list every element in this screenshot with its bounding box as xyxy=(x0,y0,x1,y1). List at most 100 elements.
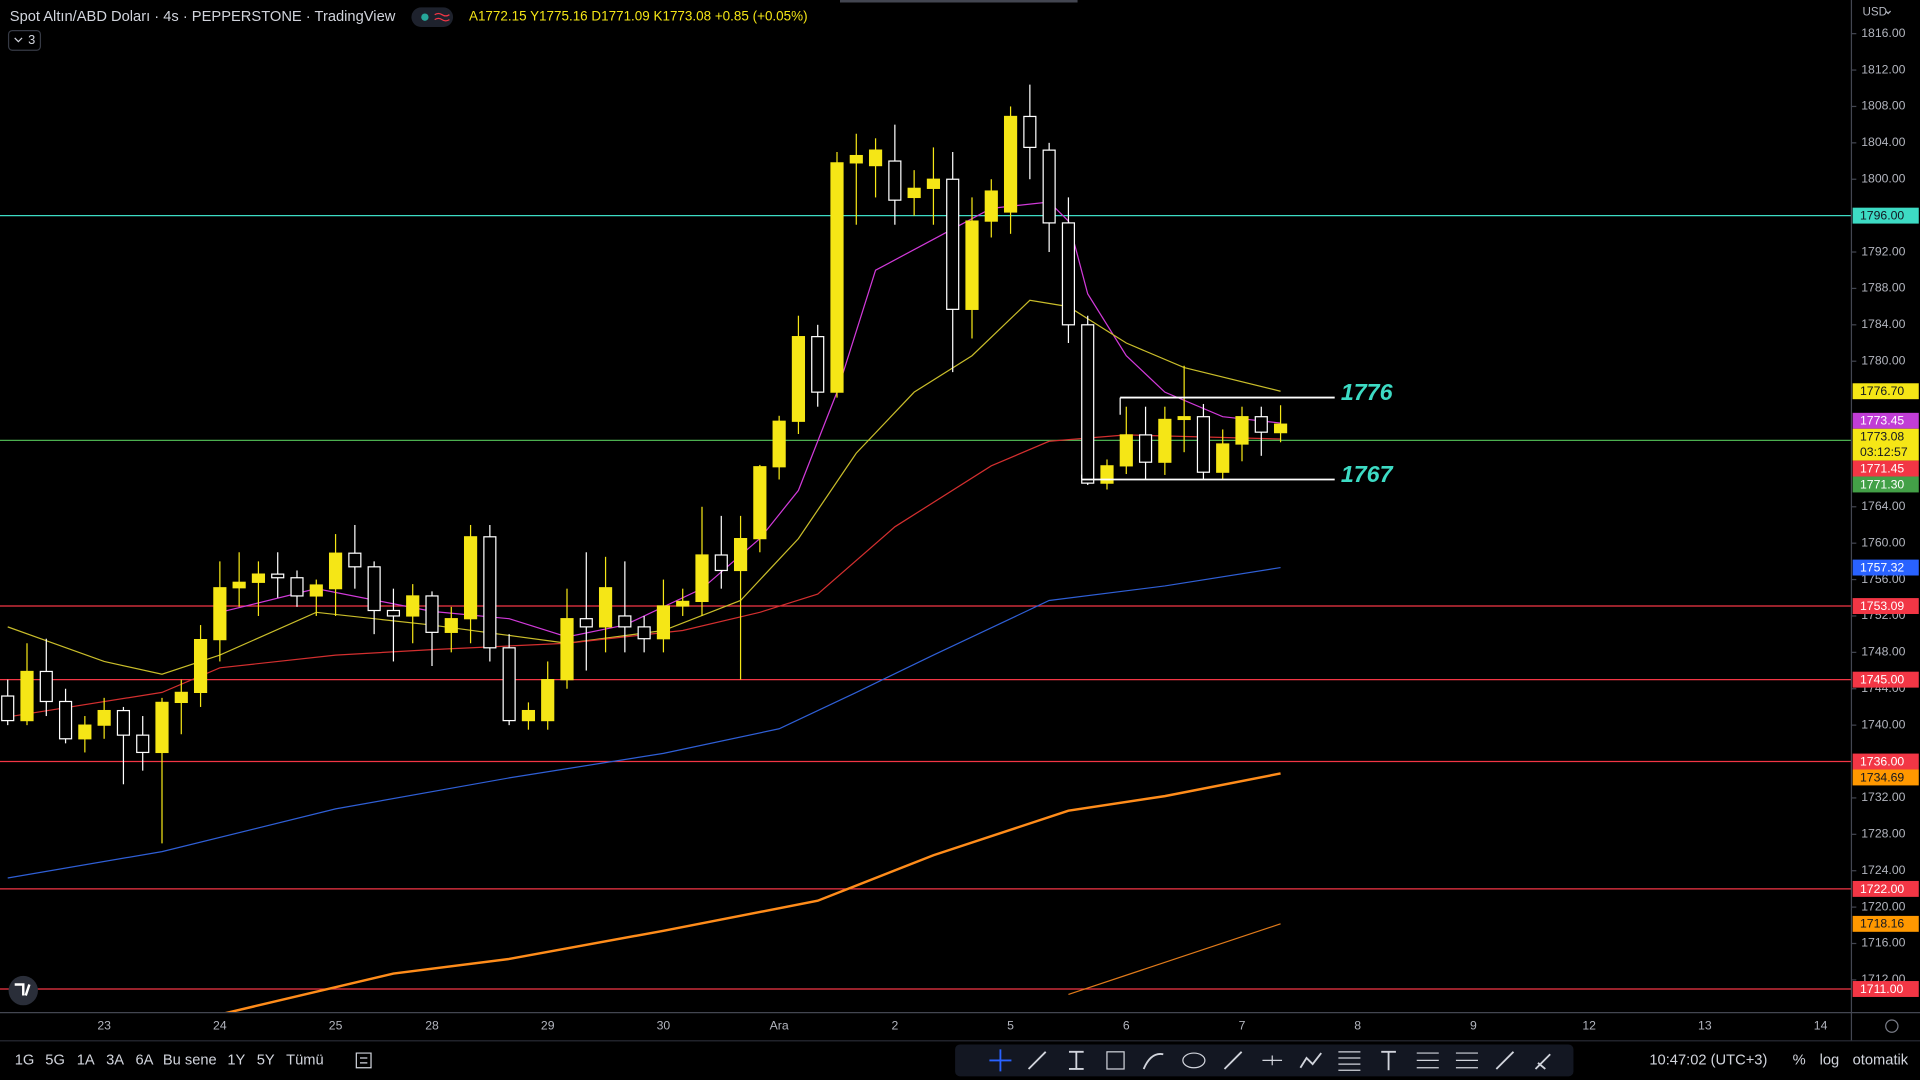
candle-body xyxy=(849,154,863,164)
x-tick-label: 25 xyxy=(329,1018,343,1032)
candle-body xyxy=(232,581,246,589)
fib-tool[interactable] xyxy=(1338,1051,1361,1071)
range-button[interactable]: Tümü xyxy=(286,1052,324,1068)
x-tick-label: 6 xyxy=(1123,1018,1130,1032)
candle-body xyxy=(888,160,902,201)
y-tick-label: 1816.00 xyxy=(1861,26,1905,40)
y-tick-label: 1764.00 xyxy=(1861,499,1905,513)
candle-body xyxy=(425,595,439,633)
brush-tool[interactable] xyxy=(1142,1053,1164,1070)
candle-body xyxy=(1100,465,1114,484)
candle-body xyxy=(136,734,150,754)
range-button[interactable]: 3A xyxy=(106,1052,124,1068)
candle-body xyxy=(830,162,844,393)
candle-body xyxy=(20,670,34,722)
price-badge xyxy=(1852,598,1919,615)
candle-body xyxy=(444,618,458,633)
range-button[interactable]: Bu sene xyxy=(163,1052,217,1068)
candle-body xyxy=(1273,423,1288,434)
rect-tool[interactable] xyxy=(1106,1051,1125,1070)
candle-body xyxy=(1158,418,1172,463)
candle-body xyxy=(386,609,401,617)
pattern-tool[interactable] xyxy=(1299,1052,1322,1069)
status-icon xyxy=(434,12,450,22)
measure-tool[interactable] xyxy=(1416,1052,1439,1069)
price-badge-label: 1711.00 xyxy=(1860,982,1904,996)
x-tick-label: 23 xyxy=(97,1018,111,1032)
price-badge-label: 1757.32 xyxy=(1860,560,1904,574)
moving-average xyxy=(7,434,1281,718)
hide-tool[interactable] xyxy=(1495,1051,1515,1070)
price-badge xyxy=(1852,559,1919,576)
price-badge xyxy=(1852,880,1919,897)
range-button[interactable]: 5Y xyxy=(257,1052,275,1068)
range-button[interactable]: 1Y xyxy=(227,1052,245,1068)
candle-body xyxy=(926,178,941,189)
price-badge-label: 1771.45 xyxy=(1860,461,1904,475)
candle-body xyxy=(618,615,632,628)
text-tool[interactable] xyxy=(1381,1050,1396,1071)
range-button[interactable]: 1A xyxy=(77,1052,95,1068)
candle-body xyxy=(1177,416,1191,421)
y-tick-label: 1748.00 xyxy=(1861,645,1905,659)
currency[interactable]: USD xyxy=(1862,5,1887,18)
price-badge-label: 1773.45 xyxy=(1860,414,1904,428)
price-badge-label: 1773.08 xyxy=(1860,430,1904,444)
candle-body xyxy=(1235,416,1249,445)
candle-body xyxy=(1196,416,1211,473)
price-badge xyxy=(1852,753,1919,770)
settings[interactable] xyxy=(1885,1019,1899,1033)
ray-tool[interactable] xyxy=(1223,1051,1243,1070)
log-toggle[interactable]: log xyxy=(1820,1052,1840,1068)
moving-average xyxy=(1068,923,1281,996)
price-badge xyxy=(1852,383,1919,400)
range-button[interactable]: 5G xyxy=(45,1052,65,1068)
y-tick-label: 1760.00 xyxy=(1861,535,1905,549)
percent-toggle[interactable]: % xyxy=(1793,1052,1806,1068)
y-tick-label: 1716.00 xyxy=(1861,936,1905,950)
trendline-tool[interactable] xyxy=(1027,1051,1047,1070)
shape-tool[interactable] xyxy=(1182,1052,1206,1069)
candle-body xyxy=(656,605,671,640)
text-cursor-tool[interactable] xyxy=(1068,1050,1084,1070)
remove-tool[interactable] xyxy=(1534,1053,1551,1070)
x-tick-label: 5 xyxy=(1007,1018,1014,1032)
lock-tool[interactable] xyxy=(1455,1052,1478,1069)
indicator-toggle[interactable] xyxy=(7,30,42,51)
candle-body xyxy=(965,220,979,310)
candle-body xyxy=(174,691,188,704)
moving-average xyxy=(222,772,1281,1013)
crosshair-tool[interactable] xyxy=(989,1049,1012,1072)
candle-body xyxy=(676,600,690,607)
price-badge xyxy=(1852,476,1919,493)
auto-toggle[interactable]: otomatik xyxy=(1853,1052,1909,1068)
candle-body xyxy=(984,190,998,222)
candle-body xyxy=(463,536,478,620)
x-tick-label: 7 xyxy=(1239,1018,1246,1032)
y-tick-label: 1804.00 xyxy=(1861,135,1905,149)
price-badge-label: 1776.70 xyxy=(1860,384,1904,398)
date-range-icon[interactable] xyxy=(355,1052,372,1069)
y-tick-label: 1788.00 xyxy=(1861,281,1905,295)
price-line-tool[interactable] xyxy=(1262,1055,1283,1066)
price-badge xyxy=(1852,207,1919,224)
y-tick-label: 1724.00 xyxy=(1861,863,1905,877)
range-button[interactable]: 6A xyxy=(136,1052,154,1068)
y-tick-label: 1732.00 xyxy=(1861,790,1905,804)
price-badge xyxy=(1852,671,1919,688)
x-tick-label: 9 xyxy=(1470,1018,1477,1032)
price-badge-label: 1722.00 xyxy=(1860,882,1904,896)
candle-body xyxy=(58,700,73,740)
candle-body xyxy=(579,618,593,628)
range-button[interactable]: 1G xyxy=(15,1052,35,1068)
y-tick-label: 1780.00 xyxy=(1861,353,1905,367)
price-badge-label: 1745.00 xyxy=(1860,672,1904,686)
currency-chevron xyxy=(1885,10,1892,15)
candle-body xyxy=(483,536,497,649)
indicator-count: 3 xyxy=(28,32,35,47)
candle-body xyxy=(1081,324,1095,484)
candle-body xyxy=(1061,222,1076,326)
candle-body xyxy=(1119,434,1133,467)
